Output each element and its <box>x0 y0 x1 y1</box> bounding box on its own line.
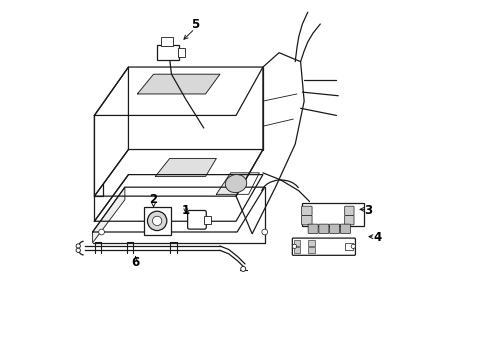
FancyBboxPatch shape <box>308 247 315 253</box>
FancyBboxPatch shape <box>188 211 206 229</box>
Polygon shape <box>236 53 304 234</box>
FancyBboxPatch shape <box>294 247 300 253</box>
FancyBboxPatch shape <box>330 224 340 233</box>
Polygon shape <box>95 67 128 196</box>
FancyBboxPatch shape <box>177 48 185 57</box>
FancyBboxPatch shape <box>302 203 364 226</box>
Text: 5: 5 <box>191 18 199 31</box>
FancyBboxPatch shape <box>157 45 179 60</box>
FancyBboxPatch shape <box>341 224 350 233</box>
FancyBboxPatch shape <box>161 37 172 46</box>
FancyBboxPatch shape <box>319 224 329 233</box>
FancyBboxPatch shape <box>302 216 312 225</box>
Circle shape <box>76 244 80 248</box>
Text: 1: 1 <box>182 204 190 217</box>
FancyBboxPatch shape <box>308 240 315 246</box>
Ellipse shape <box>225 175 247 193</box>
Polygon shape <box>95 175 263 221</box>
FancyBboxPatch shape <box>293 238 355 255</box>
FancyBboxPatch shape <box>302 206 312 216</box>
Circle shape <box>147 211 167 230</box>
Circle shape <box>98 229 104 235</box>
Polygon shape <box>95 149 263 196</box>
FancyBboxPatch shape <box>344 206 354 216</box>
FancyBboxPatch shape <box>345 243 353 250</box>
Polygon shape <box>93 187 125 243</box>
Text: 6: 6 <box>131 256 140 269</box>
Text: 3: 3 <box>365 204 373 217</box>
Polygon shape <box>93 187 265 232</box>
FancyBboxPatch shape <box>294 240 300 246</box>
Text: 2: 2 <box>149 193 158 206</box>
Circle shape <box>152 216 162 226</box>
Polygon shape <box>95 67 263 116</box>
Polygon shape <box>216 173 259 194</box>
Circle shape <box>293 244 296 248</box>
FancyBboxPatch shape <box>204 216 211 224</box>
Polygon shape <box>137 74 220 94</box>
Circle shape <box>76 248 80 252</box>
Circle shape <box>262 229 268 235</box>
Circle shape <box>351 244 355 248</box>
Circle shape <box>241 266 245 271</box>
FancyBboxPatch shape <box>344 216 354 225</box>
FancyBboxPatch shape <box>308 224 318 233</box>
Text: 4: 4 <box>373 231 382 244</box>
Bar <box>144 207 171 234</box>
Polygon shape <box>155 158 216 176</box>
